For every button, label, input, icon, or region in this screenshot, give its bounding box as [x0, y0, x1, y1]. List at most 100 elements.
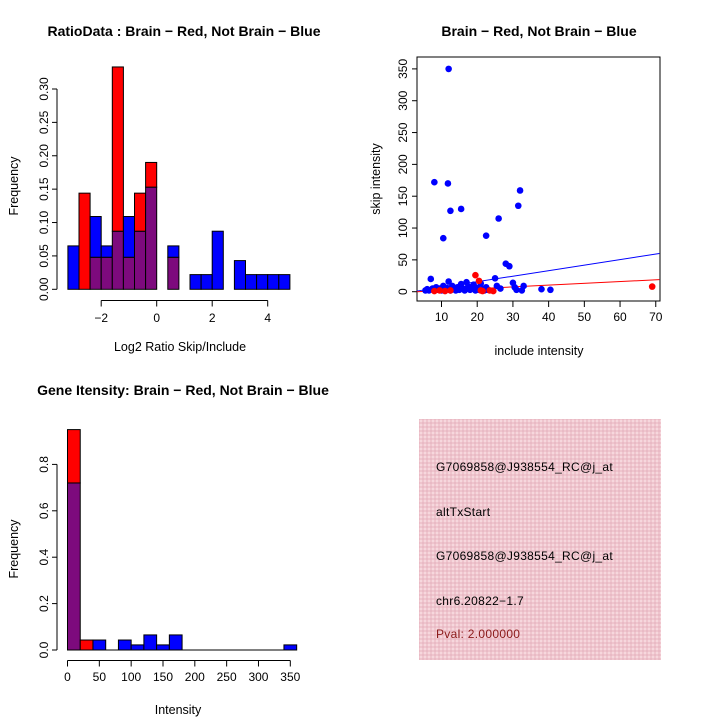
scatter-point-blue[interactable] — [491, 275, 499, 282]
y-tick-label: 0.4 — [37, 549, 51, 566]
x-tick-label: 70 — [649, 310, 663, 324]
y-tick-label: 50 — [396, 253, 410, 267]
x-tick-label: 0 — [64, 670, 71, 684]
histogram-bar-blue — [89, 216, 102, 258]
y-tick-label: 150 — [396, 186, 410, 206]
histogram-bar-overlap — [111, 230, 124, 290]
scatter-point-blue[interactable] — [427, 275, 435, 283]
scatter-point-blue[interactable] — [495, 215, 502, 222]
scatter-point-blue[interactable] — [516, 187, 524, 194]
y-tick-label: 0.8 — [37, 456, 51, 473]
x-tick-label: 200 — [185, 670, 205, 684]
scatter-point-red[interactable] — [472, 271, 479, 279]
pval-text: Pval: 2.000000 — [436, 627, 521, 641]
scatter-point-blue[interactable] — [497, 285, 504, 292]
x-tick-label: −2 — [94, 311, 108, 325]
scatter-ylabel: skip intensity — [369, 143, 383, 215]
y-tick-label: 0.20 — [37, 144, 51, 168]
y-tick-label: 0.15 — [37, 177, 51, 201]
histogram-bar-blue — [167, 245, 180, 258]
x-tick-label: 250 — [217, 670, 237, 684]
y-tick-label: 200 — [396, 154, 410, 174]
histogram-bar-blue — [156, 644, 170, 651]
histogram-bar-blue — [267, 274, 280, 290]
scatter-point-blue[interactable] — [482, 232, 490, 239]
locus-text: chr6.20822−1.7 — [436, 594, 524, 608]
histogram-bar-red — [78, 192, 91, 290]
histogram-bar-overlap — [67, 482, 81, 651]
histogram-bar-overlap — [134, 230, 147, 290]
scatter-point-red[interactable] — [489, 287, 497, 295]
x-tick-label: 40 — [542, 310, 556, 324]
scatter-point-blue[interactable] — [457, 205, 465, 213]
x-tick-label: 50 — [578, 310, 592, 324]
histogram-bar-blue — [67, 245, 80, 290]
plot-box — [416, 56, 661, 302]
scatter-point-red[interactable] — [447, 287, 454, 294]
histogram-bar-blue — [278, 274, 291, 290]
y-tick-label: 300 — [396, 90, 410, 110]
scatter-point-red[interactable] — [479, 287, 486, 295]
scatter-point-blue[interactable] — [444, 180, 452, 187]
histogram-bar-red — [67, 429, 81, 484]
histogram-bar-blue — [189, 274, 202, 290]
gene-id-text: G7069858@J938554_RC@j_at — [436, 549, 614, 563]
y-tick-label: 0.0 — [37, 641, 51, 658]
histogram-bar-red — [111, 66, 124, 232]
gene-hist-xlabel: Intensity — [154, 703, 202, 717]
histogram-bar-blue — [233, 260, 246, 290]
histogram-bar-overlap — [122, 256, 136, 290]
scatter-point-red[interactable] — [436, 287, 444, 294]
scatter-point-blue[interactable] — [538, 285, 545, 293]
y-tick-label: 100 — [396, 218, 410, 238]
gene-info-box: G7069858@J938554_RC@j_at altTxStart G706… — [419, 419, 661, 660]
scatter-point-red[interactable] — [441, 287, 449, 295]
scatter-point-blue[interactable] — [431, 178, 438, 186]
histogram-bar-blue — [122, 216, 136, 258]
scatter-point-blue[interactable] — [445, 65, 452, 73]
x-tick-label: 4 — [264, 311, 271, 325]
gene-hist-ylabel: Frequency — [7, 519, 21, 579]
histogram-bar-red — [79, 639, 94, 651]
scatter-point-red[interactable] — [431, 287, 438, 295]
scatter-point-blue[interactable] — [506, 262, 513, 270]
x-tick-label: 10 — [435, 310, 449, 324]
histogram-bar-blue — [117, 639, 132, 651]
histogram-bar-red — [145, 161, 158, 188]
probe-id-text: G7069858@J938554_RC@j_at — [436, 460, 614, 474]
ratio-hist-title: RatioData : Brain − Red, Not Brain − Blu… — [47, 23, 321, 39]
gene-hist-title: Gene Itensity: Brain − Red, Not Brain − … — [37, 382, 329, 398]
x-tick-label: 0 — [153, 311, 160, 325]
scatter-point-blue[interactable] — [513, 286, 520, 294]
y-tick-label: 0.10 — [37, 211, 51, 235]
x-tick-label: 2 — [209, 311, 216, 325]
scatter-point-blue[interactable] — [547, 286, 554, 294]
y-tick-label: 0 — [396, 288, 410, 295]
scatter-point-blue[interactable] — [520, 282, 527, 290]
histogram-bar-blue — [245, 274, 258, 290]
scatter-point-red[interactable] — [648, 283, 656, 290]
histogram-bar-overlap — [145, 186, 158, 290]
histogram-bar-overlap — [89, 256, 102, 290]
scatter-point-blue[interactable] — [445, 278, 452, 285]
x-tick-label: 20 — [471, 310, 485, 324]
histogram-bar-blue — [92, 639, 107, 651]
y-tick-label: 0.05 — [37, 244, 51, 268]
histogram-bar-blue — [100, 245, 113, 258]
histogram-bar-overlap — [167, 256, 180, 290]
y-tick-label: 0.00 — [37, 277, 51, 301]
histogram-bar-blue — [200, 274, 213, 290]
x-tick-label: 30 — [506, 310, 520, 324]
histogram-bar-blue — [283, 644, 298, 651]
scatter-point-red[interactable] — [475, 277, 483, 285]
scatter-point-blue[interactable] — [447, 207, 454, 215]
histogram-bar-overlap — [100, 256, 113, 290]
histogram-bar-blue — [211, 230, 224, 290]
histogram-bar-blue — [256, 274, 269, 290]
y-tick-label: 0.30 — [37, 77, 51, 101]
ratio-hist-xlabel: Log2 Ratio Skip/Include — [113, 340, 247, 354]
scatter-point-blue[interactable] — [514, 202, 522, 210]
scatter-point-blue[interactable] — [439, 234, 447, 242]
